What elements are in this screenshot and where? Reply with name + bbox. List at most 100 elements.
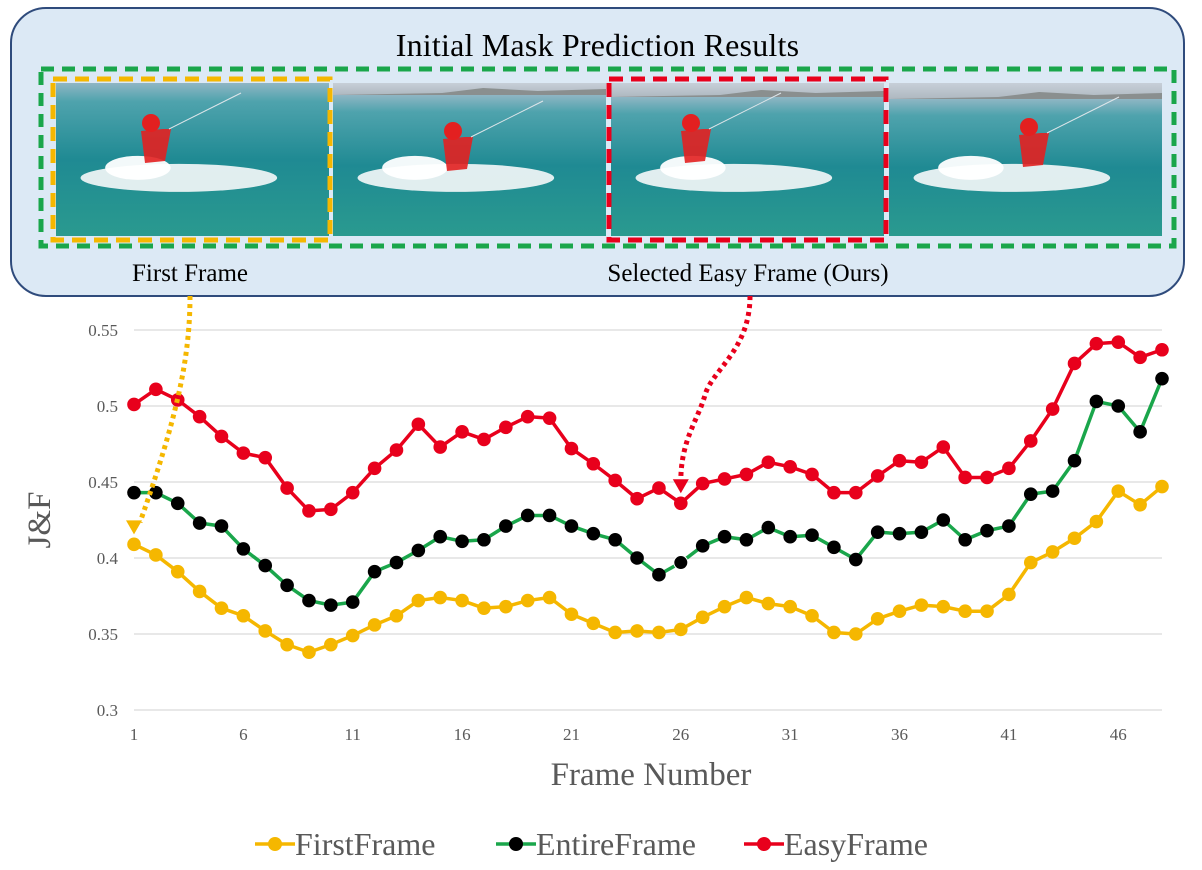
data-point — [827, 625, 841, 640]
first-frame-box — [50, 76, 333, 243]
easy-frame-arrow — [678, 295, 753, 482]
data-point — [936, 440, 951, 454]
legend-item-EntireFrame: EntireFrame — [496, 826, 696, 862]
data-point — [455, 425, 469, 439]
data-point — [980, 604, 994, 618]
data-point — [1111, 484, 1126, 498]
person-body — [141, 129, 171, 163]
data-point — [892, 453, 907, 468]
data-point — [892, 526, 907, 541]
data-point — [1067, 531, 1082, 546]
shoreline — [333, 88, 606, 95]
data-point — [1045, 402, 1060, 416]
data-point — [192, 584, 207, 599]
data-point — [477, 601, 491, 615]
x-tick-label: 31 — [782, 725, 799, 744]
data-point — [1089, 336, 1104, 351]
kite-line — [168, 92, 242, 130]
y-tick-label: 0.3 — [97, 701, 118, 720]
data-point — [214, 601, 229, 615]
data-point — [520, 593, 535, 608]
data-point — [455, 534, 469, 549]
data-point — [127, 485, 141, 500]
person-body — [1019, 133, 1049, 167]
data-point — [411, 417, 426, 432]
data-point — [695, 476, 710, 491]
first-frame-arrow — [137, 295, 193, 524]
data-point — [542, 411, 557, 425]
data-point — [848, 485, 863, 500]
person-head — [1020, 118, 1038, 136]
y-tick-label: 0.45 — [88, 473, 118, 492]
data-point — [827, 485, 841, 500]
data-point — [520, 409, 535, 424]
data-point — [652, 481, 666, 495]
data-point — [761, 596, 776, 611]
data-point — [761, 520, 776, 535]
data-point — [586, 456, 601, 471]
data-point — [1045, 545, 1060, 559]
frame-thumbnail — [611, 83, 884, 236]
data-point — [717, 599, 732, 614]
legend-item-EasyFrame: EasyFrame — [744, 826, 928, 862]
data-point — [914, 525, 929, 539]
first-frame-arrowhead — [126, 520, 142, 535]
data-point — [1133, 425, 1147, 439]
x-tick-label: 1 — [130, 725, 139, 744]
data-point — [1067, 453, 1082, 468]
data-point — [170, 496, 185, 511]
data-point — [477, 432, 491, 447]
data-point — [302, 645, 316, 660]
data-point — [1155, 342, 1169, 357]
sea-region — [56, 83, 329, 236]
highlight-point — [673, 555, 689, 571]
data-point — [870, 612, 885, 626]
y-axis-title: J&F — [22, 492, 58, 549]
spray — [938, 155, 1004, 180]
data-point — [236, 542, 251, 556]
data-point — [345, 628, 360, 643]
data-point — [564, 607, 579, 622]
data-point — [214, 519, 229, 533]
data-point — [739, 590, 754, 605]
data-point — [1023, 434, 1038, 448]
easy-frame-arrowhead — [672, 479, 689, 494]
data-point — [717, 529, 732, 544]
kite-line — [1046, 96, 1120, 134]
data-point — [870, 525, 885, 539]
data-point — [695, 539, 710, 553]
y-tick-label: 0.4 — [97, 549, 119, 568]
legend-label: EasyFrame — [784, 826, 928, 862]
data-point — [433, 529, 448, 544]
easy-frame-box — [606, 76, 889, 243]
data-point — [805, 528, 819, 542]
data-point — [499, 599, 513, 614]
data-point — [936, 513, 951, 527]
data-point — [302, 593, 316, 608]
data-point — [324, 637, 338, 652]
data-point — [695, 610, 710, 625]
data-point — [389, 555, 404, 570]
data-point — [674, 622, 688, 637]
data-point — [936, 599, 951, 614]
data-point — [1089, 394, 1104, 409]
data-point — [1023, 555, 1038, 570]
data-point — [455, 593, 469, 608]
spray — [660, 155, 726, 180]
data-point — [499, 519, 513, 533]
data-point — [1111, 335, 1126, 349]
data-point — [1155, 371, 1169, 386]
data-point — [1133, 498, 1147, 512]
data-point — [324, 598, 338, 612]
data-point — [324, 502, 338, 517]
entire-frame-box — [38, 66, 1177, 249]
data-point — [980, 523, 994, 538]
person-head — [444, 122, 462, 140]
data-point — [258, 450, 273, 465]
series-EasyFrame — [127, 335, 1169, 518]
data-point — [1111, 399, 1126, 413]
data-point — [127, 537, 141, 552]
data-point — [652, 625, 666, 640]
kite-line — [708, 92, 782, 130]
easy-frame-label: Selected Easy Frame (Ours) — [607, 260, 888, 287]
